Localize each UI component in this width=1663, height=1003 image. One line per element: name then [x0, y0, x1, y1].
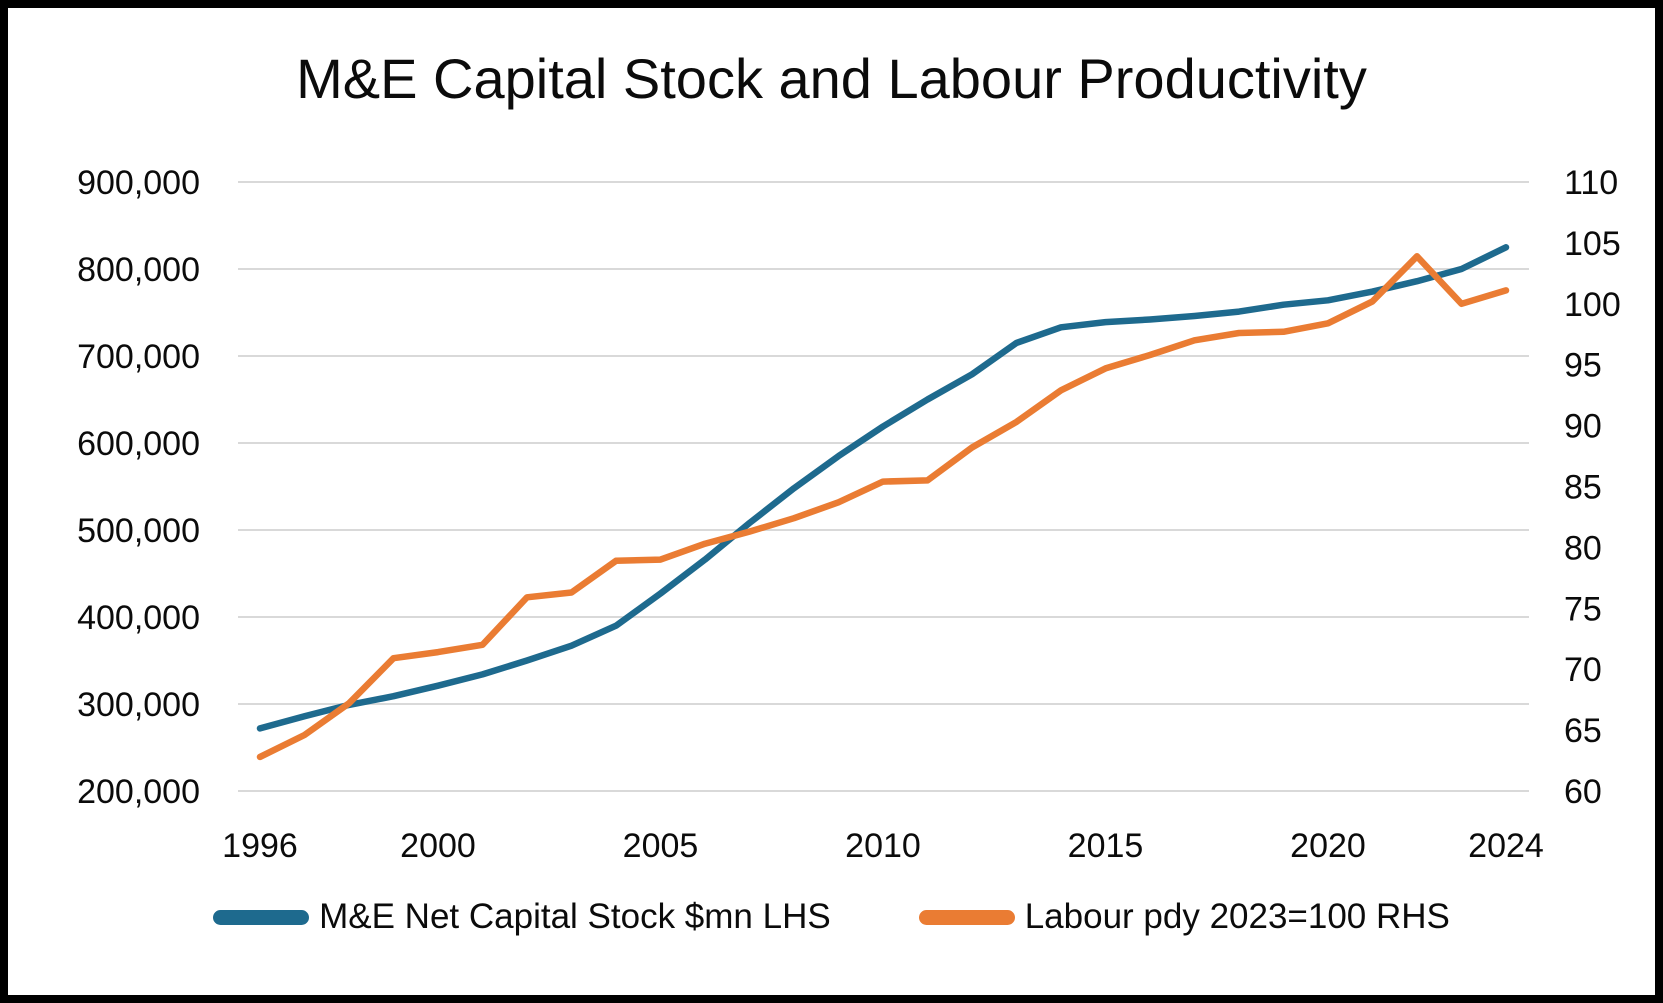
x-axis-tick: 2005	[623, 827, 699, 865]
y-axis-left-tick: 300,000	[77, 686, 200, 724]
y-axis-left-tick: 200,000	[77, 773, 200, 811]
chart-title: M&E Capital Stock and Labour Productivit…	[296, 47, 1367, 110]
x-axis-tick: 2010	[845, 827, 921, 865]
y-axis-right-tick: 110	[1564, 164, 1618, 202]
y-axis-right-tick: 70	[1564, 651, 1602, 689]
x-axis-tick: 2000	[400, 827, 476, 865]
x-axis-tick: 2020	[1290, 827, 1366, 865]
y-axis-right-tick: 90	[1564, 408, 1602, 446]
x-axis-tick: 1996	[222, 827, 298, 865]
y-axis-right-tick: 85	[1564, 469, 1602, 507]
capital-stock-legend-swatch	[213, 909, 310, 925]
y-axis-left-tick: 800,000	[77, 251, 200, 289]
capital-stock-legend-label: M&E Net Capital Stock $mn LHS	[319, 897, 831, 936]
labour-productivity-legend-label: Labour pdy 2023=100 RHS	[1024, 897, 1450, 936]
y-axis-right-tick: 75	[1564, 590, 1602, 628]
x-axis-tick: 2024	[1468, 827, 1544, 865]
y-axis-left-tick: 500,000	[77, 512, 200, 550]
y-axis-right-tick: 60	[1564, 773, 1602, 811]
labour-productivity-line	[256, 253, 1510, 761]
y-axis-left-tick: 400,000	[77, 599, 200, 637]
y-axis-right-tick: 80	[1564, 529, 1602, 567]
legend-item-labour-productivity: Labour pdy 2023=100 RHS	[918, 897, 1450, 937]
labour-productivity-legend-swatch	[918, 909, 1015, 925]
y-axis-right-tick: 65	[1564, 712, 1602, 750]
chart-legend: M&E Net Capital Stock $mn LHS Labour pdy…	[8, 897, 1655, 937]
y-axis-left-tick: 700,000	[77, 338, 200, 376]
capital-stock-line	[256, 244, 1510, 732]
y-axis-left-tick: 900,000	[77, 164, 200, 202]
legend-item-capital-stock: M&E Net Capital Stock $mn LHS	[213, 897, 831, 937]
y-axis-right-tick: 100	[1564, 286, 1621, 324]
y-axis-right-tick: 105	[1564, 225, 1621, 263]
x-axis-tick: 2015	[1068, 827, 1144, 865]
y-axis-right-tick: 95	[1564, 347, 1602, 385]
y-axis-left-tick: 600,000	[77, 425, 200, 463]
chart-plot-area: 900,000 800,000 700,000 600,000 500,000 400,0…	[77, 164, 1621, 865]
